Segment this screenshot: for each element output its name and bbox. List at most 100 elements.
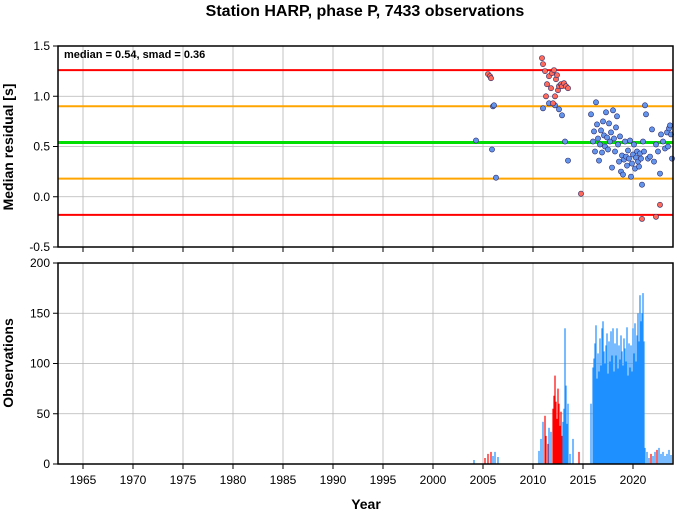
observations-ytick-label-0: 0 — [43, 457, 50, 471]
residual-point-1-13 — [552, 93, 558, 100]
observation-bar-87 — [644, 447, 646, 464]
observation-bar-61 — [618, 345, 620, 464]
observation-bar-64 — [621, 351, 623, 464]
observation-bar-74 — [631, 371, 633, 464]
reference-lines — [58, 69, 673, 216]
observation-bar-80 — [637, 313, 639, 465]
observation-bar-0 — [473, 460, 475, 464]
observation-bar-31 — [569, 453, 571, 464]
observation-bar-59 — [616, 328, 618, 464]
observation-bar-36 — [593, 358, 595, 464]
residual-point-0-68 — [647, 153, 653, 160]
residual-point-0-38 — [615, 141, 621, 148]
residual-point-0-71 — [653, 141, 659, 148]
observation-bar-67 — [624, 348, 626, 464]
residual-point-0-11 — [565, 157, 571, 164]
observation-bar-12 — [547, 443, 549, 464]
xtick-label-2000: 2000 — [420, 473, 447, 487]
observation-bar-51 — [608, 341, 610, 464]
observation-bar-19 — [556, 418, 558, 464]
residual-point-0-8 — [556, 106, 562, 113]
observation-bar-22 — [559, 425, 561, 464]
residual-point-0-45 — [622, 138, 628, 145]
residual-point-0-74 — [658, 131, 664, 138]
observation-bar-91 — [652, 456, 654, 464]
observation-bar-14 — [550, 431, 552, 464]
observation-bar-26 — [563, 408, 565, 464]
residual-point-0-17 — [594, 121, 600, 128]
residual-point-0-54 — [631, 141, 637, 148]
residual-point-0-66 — [643, 111, 649, 118]
residual-point-0-1 — [489, 146, 495, 153]
residual-point-0-12 — [588, 111, 594, 118]
observation-bar-71 — [628, 343, 630, 464]
year-axis-title: Year — [351, 496, 381, 511]
residual-point-0-62 — [639, 181, 645, 188]
residual-point-0-47 — [624, 162, 630, 169]
observations-axis-title: Observations — [0, 318, 16, 408]
residual-point-0-3 — [491, 102, 497, 109]
residual-point-1-7 — [544, 81, 550, 88]
residual-point-1-2 — [488, 75, 494, 82]
residual-point-0-37 — [614, 113, 620, 120]
observations-ytick-label-3: 150 — [30, 306, 50, 320]
residual-point-0-78 — [665, 143, 671, 150]
observation-bar-42 — [599, 338, 601, 464]
xtick-label-1985: 1985 — [270, 473, 297, 487]
residual-point-0-32 — [609, 164, 615, 171]
observation-bar-21 — [558, 403, 560, 464]
residual-point-0-22 — [599, 149, 605, 156]
residual-point-0-75 — [660, 138, 666, 145]
observation-bar-63 — [620, 335, 622, 464]
observation-bar-100 — [670, 455, 672, 464]
residual-point-0-61 — [638, 155, 644, 162]
observation-bar-3 — [490, 451, 492, 464]
residual-point-0-15 — [592, 148, 598, 155]
observation-bars — [473, 293, 672, 465]
observation-bar-6 — [497, 457, 499, 464]
observation-bar-11 — [545, 435, 547, 464]
observation-bar-52 — [609, 361, 611, 464]
observation-bar-68 — [625, 361, 627, 464]
residual-point-1-15 — [554, 72, 560, 78]
observation-bar-5 — [494, 451, 496, 464]
residual-point-0-5 — [540, 105, 546, 112]
xtick-label-1965: 1965 — [70, 473, 97, 487]
observation-bar-57 — [614, 343, 616, 464]
residual-point-0-73 — [657, 170, 663, 177]
xtick-label-1990: 1990 — [320, 473, 347, 487]
observation-bar-32 — [572, 438, 574, 464]
observation-bar-79 — [636, 335, 638, 464]
xtick-label-2020: 2020 — [620, 473, 647, 487]
observations-panel: 1965 1970 1975 1980 1985 1990 1995 2000 2005 2010… — [0, 256, 674, 511]
observation-bar-69 — [626, 327, 628, 464]
median-annotation: median = 0.54, smad = 0.36 — [64, 49, 205, 61]
residual-point-0-4 — [493, 174, 499, 181]
observation-bar-9 — [542, 421, 544, 464]
observation-bar-29 — [566, 423, 568, 464]
observation-bar-98 — [666, 453, 668, 464]
residual-point-0-64 — [641, 148, 647, 155]
observation-bar-66 — [623, 338, 625, 464]
residual-point-0-27 — [604, 134, 610, 141]
residual-ticks: -0.5 0.0 0.5 1.0 1.5 — [29, 39, 634, 254]
observation-bar-18 — [555, 401, 557, 464]
observation-bar-37 — [594, 343, 596, 464]
residual-point-0-36 — [613, 124, 619, 131]
observation-bar-96 — [662, 451, 664, 464]
residual-point-0-35 — [612, 148, 618, 155]
residual-point-1-26 — [657, 201, 663, 208]
observation-bar-76 — [633, 353, 635, 464]
observation-bar-95 — [660, 453, 662, 464]
xtick-label-2005: 2005 — [470, 473, 497, 487]
residual-point-0-28 — [605, 146, 611, 153]
residual-point-0-0 — [473, 137, 479, 144]
residual-point-0-10 — [562, 138, 568, 145]
residual-point-0-34 — [611, 135, 617, 142]
residual-point-0-39 — [616, 158, 622, 165]
observation-bar-65 — [622, 365, 624, 464]
residual-ytick-label-0: -0.5 — [29, 240, 50, 254]
residual-point-1-22 — [565, 85, 571, 92]
observation-bar-2 — [487, 453, 489, 464]
